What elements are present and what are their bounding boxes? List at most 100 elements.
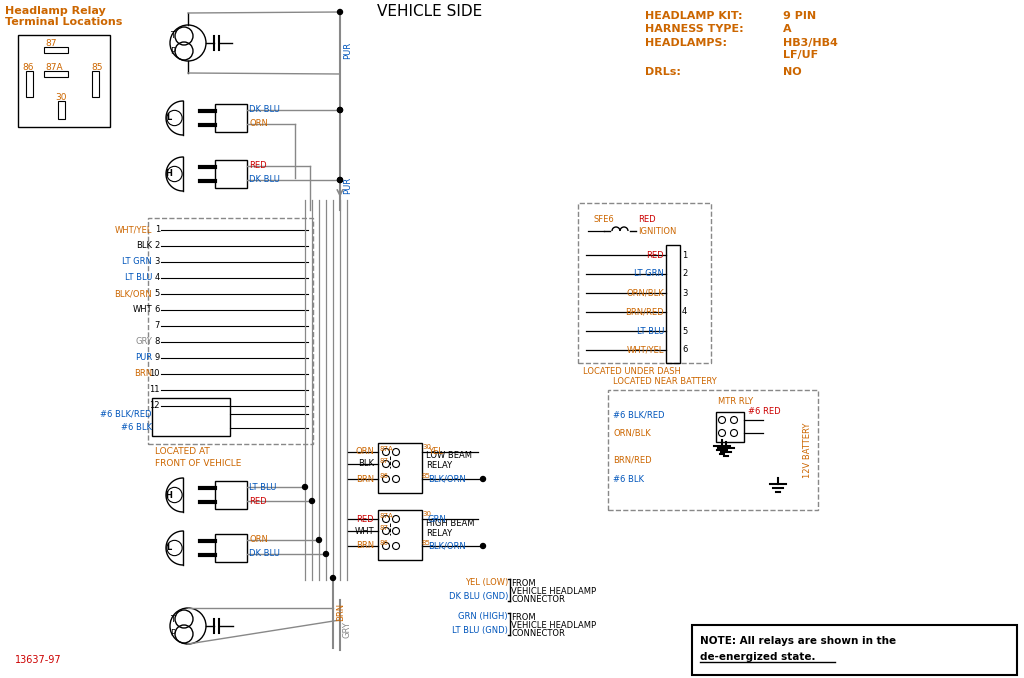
- Text: BRN: BRN: [336, 603, 345, 621]
- Text: #6 RED: #6 RED: [748, 407, 780, 416]
- Text: 86: 86: [22, 62, 34, 71]
- Text: DRLs:: DRLs:: [645, 67, 681, 77]
- Text: LT BLU: LT BLU: [249, 483, 276, 492]
- Text: YEL: YEL: [428, 447, 442, 456]
- Circle shape: [324, 551, 329, 557]
- Text: 12V BATTERY: 12V BATTERY: [804, 422, 812, 478]
- Text: NOTE: All relays are shown in the: NOTE: All relays are shown in the: [700, 636, 896, 646]
- Text: VEHICLE HEADLAMP: VEHICLE HEADLAMP: [511, 586, 596, 595]
- Text: CONNECTOR: CONNECTOR: [511, 595, 565, 603]
- Text: 9 PIN: 9 PIN: [783, 11, 816, 21]
- Text: PUR: PUR: [343, 41, 352, 58]
- Text: SFE6: SFE6: [593, 214, 613, 224]
- Text: RED: RED: [249, 496, 266, 506]
- Text: LT BLU: LT BLU: [637, 327, 664, 336]
- Text: 10: 10: [150, 370, 160, 378]
- Text: 6: 6: [155, 306, 160, 315]
- Text: LOCATED AT: LOCATED AT: [155, 447, 210, 456]
- Text: MTR RLY: MTR RLY: [718, 397, 753, 407]
- Text: WHT: WHT: [132, 306, 152, 315]
- Text: #6 BLK: #6 BLK: [121, 424, 152, 433]
- Text: 86: 86: [379, 473, 388, 479]
- Text: DK BLU: DK BLU: [249, 549, 280, 559]
- Text: 85: 85: [422, 473, 431, 479]
- Text: DK BLU (GND): DK BLU (GND): [449, 591, 508, 601]
- Text: 12: 12: [150, 401, 160, 410]
- Text: PUR: PUR: [135, 353, 152, 363]
- Text: BRN: BRN: [134, 370, 152, 378]
- Bar: [44, 47, 68, 53]
- Text: PUR: PUR: [343, 176, 352, 193]
- Text: LOCATED UNDER DASH: LOCATED UNDER DASH: [583, 367, 681, 376]
- Text: de-energized state.: de-energized state.: [700, 652, 815, 662]
- Text: 87: 87: [379, 525, 388, 531]
- Text: P: P: [170, 47, 175, 56]
- Circle shape: [480, 544, 485, 549]
- Text: LT GRN: LT GRN: [634, 269, 664, 279]
- Text: H: H: [165, 170, 172, 178]
- Text: #6 BLK/RED: #6 BLK/RED: [100, 410, 152, 418]
- Text: #6 BLK: #6 BLK: [613, 475, 644, 485]
- Bar: [215, 104, 247, 132]
- Text: BLK: BLK: [358, 460, 374, 468]
- Bar: [692, 625, 1017, 675]
- Text: 87: 87: [379, 458, 388, 464]
- Text: 3: 3: [682, 289, 687, 298]
- Text: WHT: WHT: [354, 527, 374, 536]
- Text: BLK/ORN: BLK/ORN: [428, 475, 466, 483]
- Bar: [215, 481, 247, 509]
- Text: 2: 2: [682, 269, 687, 279]
- Text: BLK: BLK: [136, 241, 152, 250]
- Text: RED: RED: [249, 161, 266, 170]
- Text: VEHICLE SIDE: VEHICLE SIDE: [378, 3, 482, 18]
- Circle shape: [316, 538, 322, 542]
- Text: 2: 2: [155, 241, 160, 250]
- Bar: [92, 71, 99, 97]
- Circle shape: [309, 498, 314, 504]
- Text: HB3/HB4: HB3/HB4: [783, 38, 838, 48]
- Text: Headlamp Relay: Headlamp Relay: [5, 6, 105, 16]
- Text: 9: 9: [155, 353, 160, 363]
- Text: GRN: GRN: [428, 515, 446, 523]
- Text: Terminal Locations: Terminal Locations: [5, 17, 123, 27]
- Circle shape: [338, 178, 342, 182]
- Text: HEADLAMP KIT:: HEADLAMP KIT:: [645, 11, 742, 21]
- Text: LF/UF: LF/UF: [783, 50, 818, 60]
- Circle shape: [338, 108, 342, 113]
- Circle shape: [302, 485, 307, 490]
- Text: HARNESS TYPE:: HARNESS TYPE:: [645, 24, 743, 34]
- Text: RED: RED: [638, 214, 655, 224]
- Text: LT GRN: LT GRN: [122, 258, 152, 266]
- Text: GRY: GRY: [343, 622, 352, 639]
- Text: IGNITION: IGNITION: [638, 226, 677, 235]
- Text: T: T: [171, 614, 175, 624]
- Circle shape: [338, 178, 342, 182]
- Text: 1: 1: [682, 250, 687, 260]
- Text: A: A: [783, 24, 792, 34]
- Text: RELAY: RELAY: [426, 462, 453, 471]
- Bar: [578, 203, 711, 363]
- Text: LOW BEAM: LOW BEAM: [426, 452, 472, 460]
- Text: ORN/BLK: ORN/BLK: [613, 428, 650, 437]
- Text: 5: 5: [155, 290, 160, 298]
- Bar: [148, 218, 313, 444]
- Text: BRN/RED: BRN/RED: [626, 308, 664, 317]
- Text: 30: 30: [55, 92, 67, 102]
- Text: 85: 85: [422, 540, 431, 546]
- Text: 13637-97: 13637-97: [15, 655, 61, 665]
- Bar: [608, 390, 818, 510]
- Bar: [666, 245, 680, 363]
- Text: ORN/BLK: ORN/BLK: [627, 289, 664, 298]
- Text: WHT/YEL: WHT/YEL: [627, 346, 664, 355]
- Text: P: P: [170, 629, 175, 639]
- Bar: [58, 101, 65, 119]
- Bar: [378, 510, 422, 560]
- Bar: [44, 71, 68, 77]
- Text: 6: 6: [682, 346, 687, 355]
- Text: RELAY: RELAY: [426, 528, 453, 538]
- Text: 5: 5: [682, 327, 687, 336]
- Text: L: L: [166, 113, 171, 123]
- Text: BRN/RED: BRN/RED: [613, 456, 651, 464]
- Text: CONNECTOR: CONNECTOR: [511, 629, 565, 637]
- Text: BRN: BRN: [356, 542, 374, 551]
